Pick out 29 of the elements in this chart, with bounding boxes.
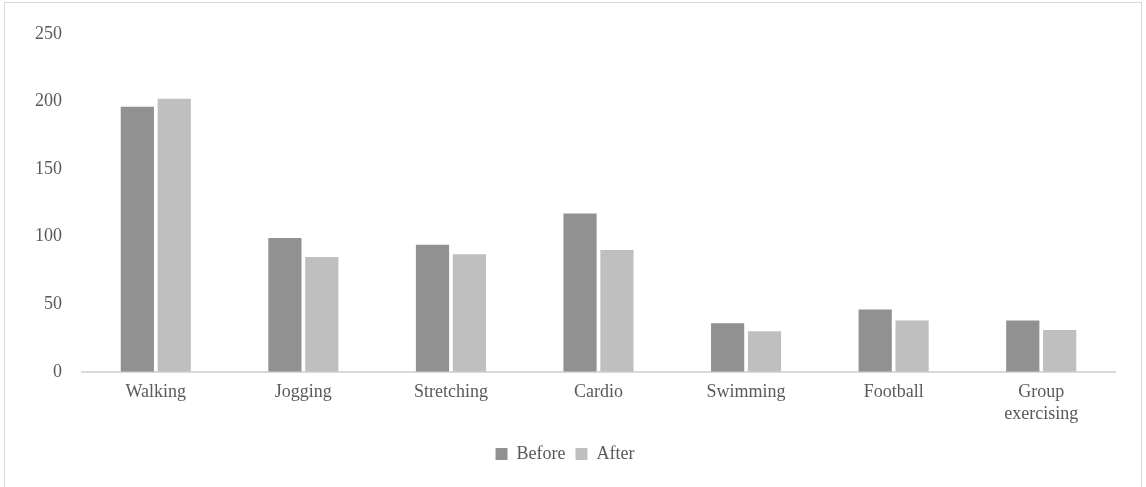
bar	[600, 250, 634, 372]
y-tick-label: 200	[35, 90, 62, 111]
x-tick-label: Walking	[125, 381, 187, 402]
y-tick-label: 0	[53, 360, 62, 381]
bar	[452, 254, 486, 372]
y-tick-label: 150	[35, 157, 62, 178]
bar	[711, 323, 745, 372]
x-tick-label: Jogging	[274, 381, 332, 402]
y-tick-label: 50	[44, 292, 62, 313]
bar	[1043, 329, 1077, 372]
y-tick-label: 250	[35, 22, 62, 43]
bar	[157, 98, 191, 372]
x-tick-label: Swimming	[706, 381, 786, 402]
bar	[563, 213, 597, 372]
y-tick-label: 100	[35, 225, 62, 246]
legend-label: After	[596, 442, 635, 463]
bar	[305, 256, 339, 372]
x-tick-label: Stretching	[413, 381, 488, 402]
legend-label: Before	[516, 442, 566, 463]
bar	[120, 106, 154, 372]
x-tick-label: Cardio	[574, 381, 623, 402]
bar	[747, 331, 782, 372]
bar	[858, 309, 892, 372]
x-tick-label: Football	[863, 381, 924, 402]
x-tick-label: Group exercising	[1004, 381, 1079, 423]
bar	[895, 320, 929, 372]
bar	[415, 244, 450, 372]
bar	[268, 237, 302, 372]
bar	[1006, 320, 1040, 372]
